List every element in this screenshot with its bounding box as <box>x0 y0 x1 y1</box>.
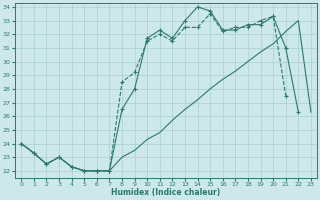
X-axis label: Humidex (Indice chaleur): Humidex (Indice chaleur) <box>111 188 221 197</box>
